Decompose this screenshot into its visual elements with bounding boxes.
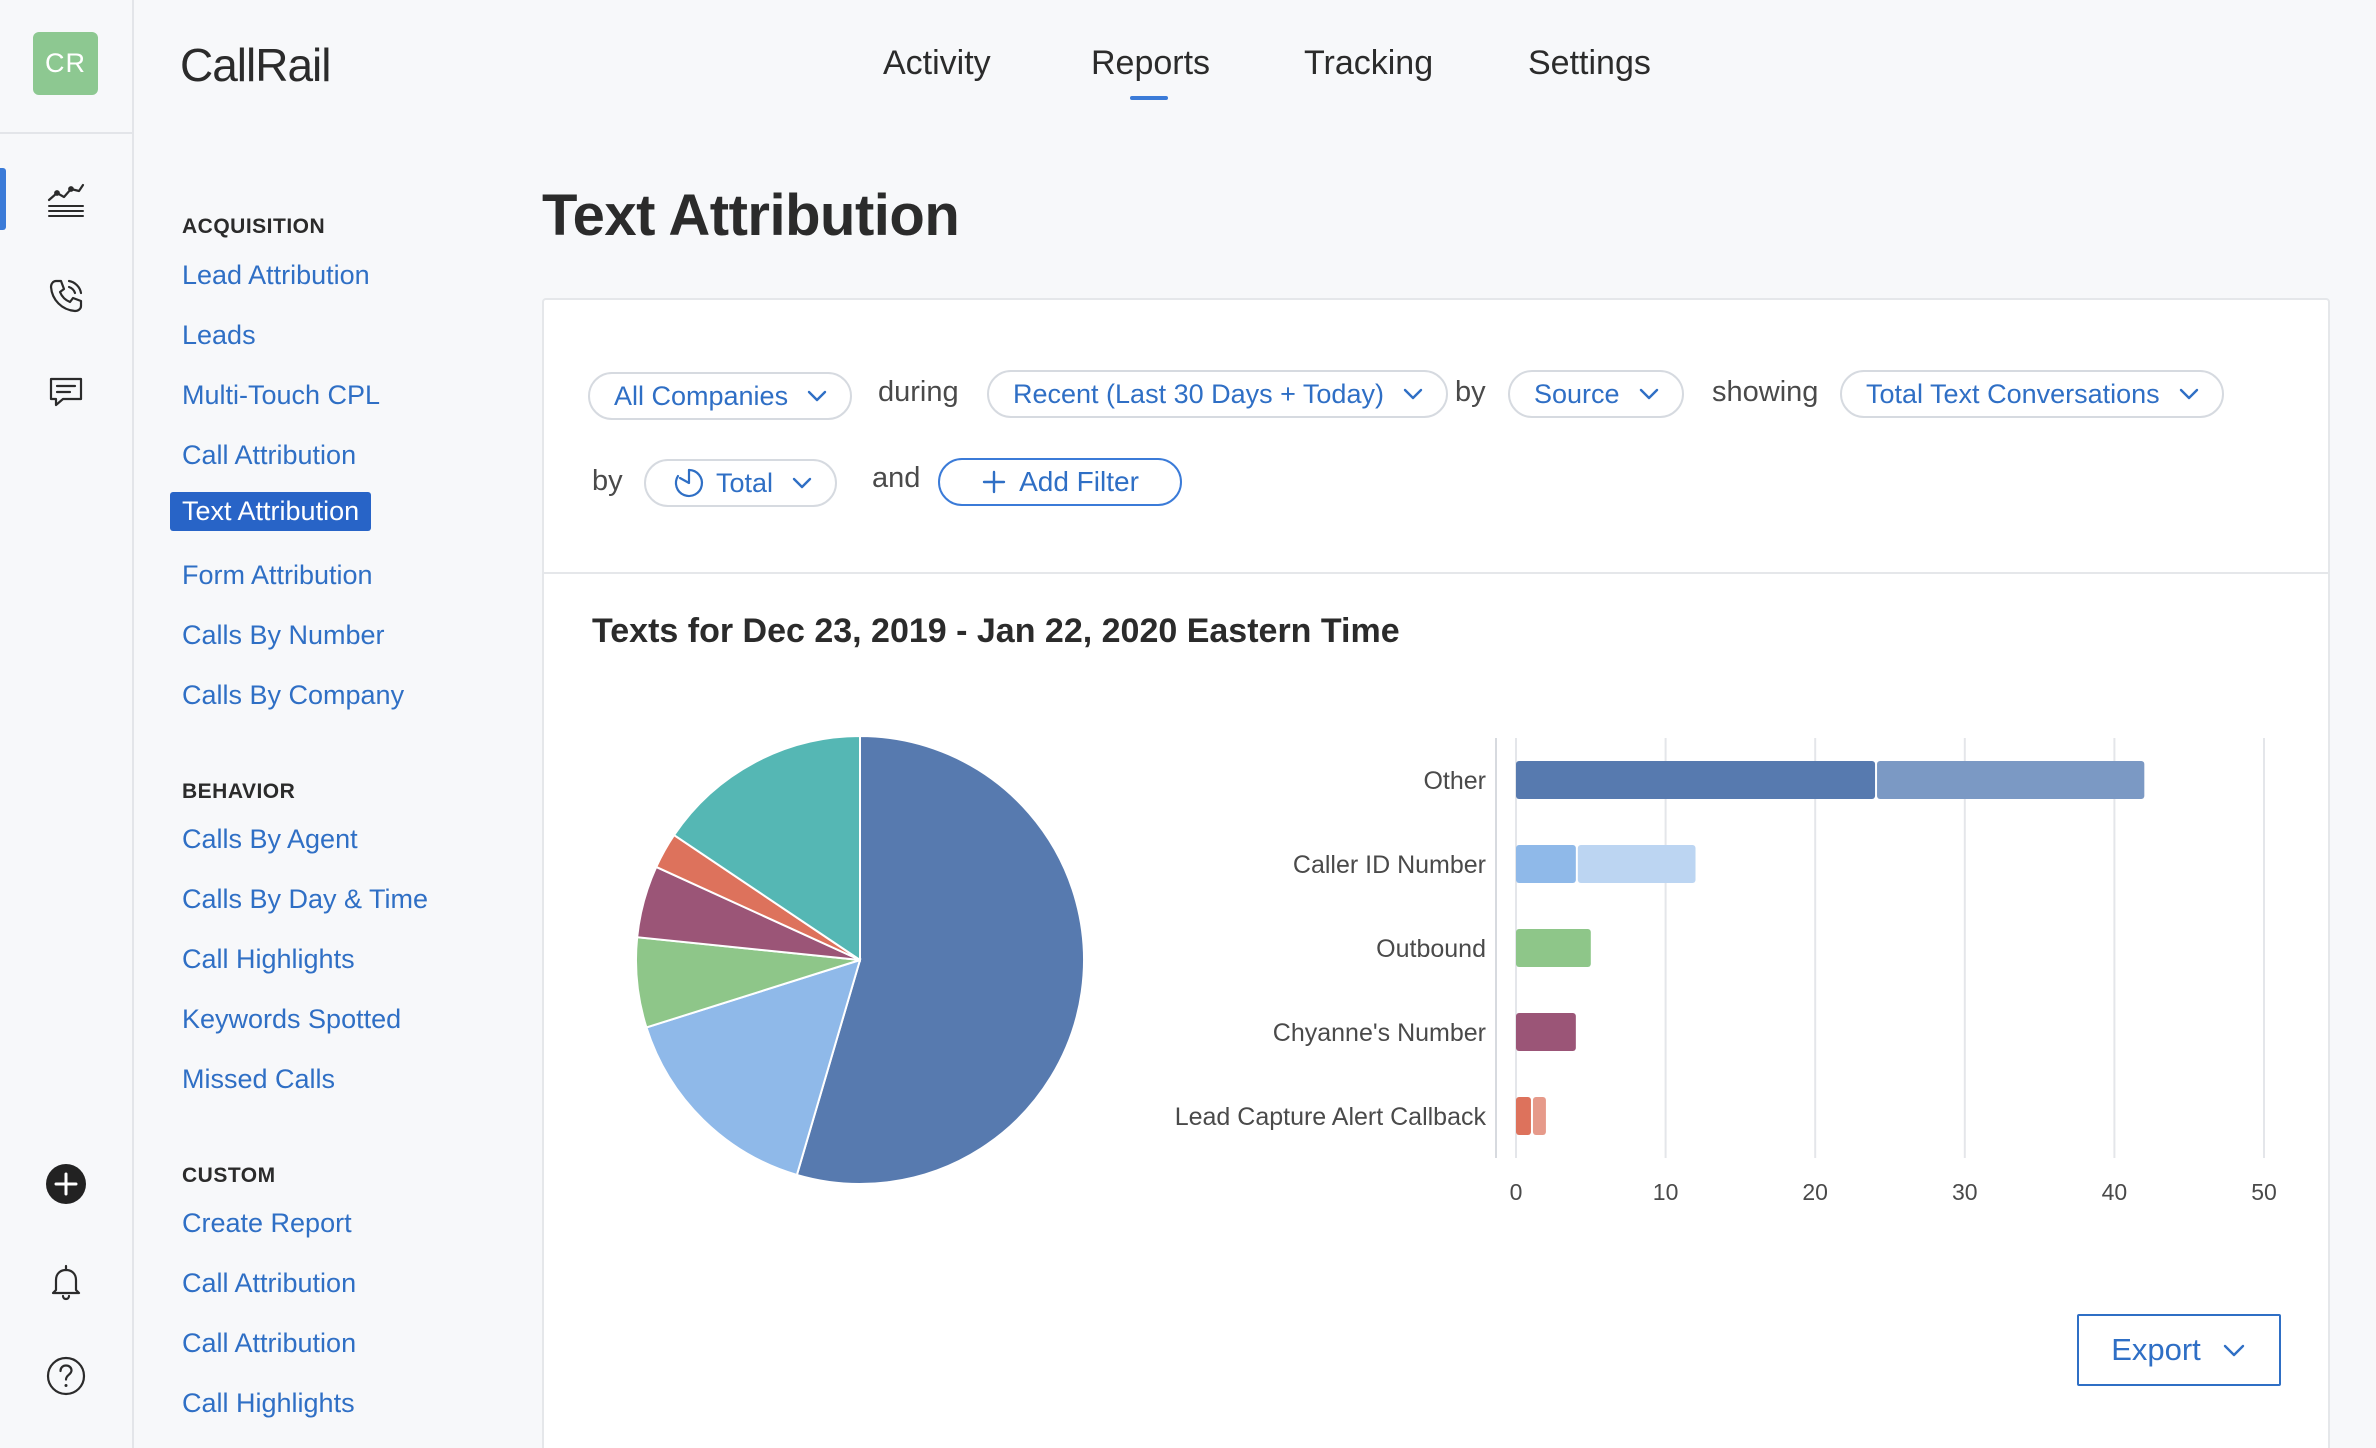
chart-title: Texts for Dec 23, 2019 - Jan 22, 2020 Ea…: [592, 612, 1400, 650]
sidebar-item-create-report[interactable]: Create Report: [182, 1208, 352, 1238]
rail-divider: [0, 132, 134, 134]
sidebar-item-lead-attribution[interactable]: Lead Attribution: [182, 260, 370, 290]
page-title: Text Attribution: [542, 183, 960, 248]
brand-light: Call: [180, 39, 256, 91]
brand-logo[interactable]: CallCallRail: [180, 38, 332, 92]
x-tick-label: 20: [1802, 1179, 1828, 1205]
by-label: by: [1455, 376, 1486, 408]
section-title-custom: CUSTOM: [182, 1164, 276, 1187]
icon-rail: CR: [0, 0, 134, 1448]
x-tick-label: 0: [1510, 1179, 1523, 1205]
nav-tracking[interactable]: Tracking: [1304, 44, 1434, 82]
top-nav: Activity Reports Tracking Settings: [0, 44, 2376, 104]
pie-slice-other-5[interactable]: [672, 734, 861, 962]
sidebar-item-missed-calls[interactable]: Missed Calls: [182, 1064, 336, 1094]
breakdown-select[interactable]: Total: [644, 459, 838, 507]
chevron-down-icon: [2179, 388, 2198, 400]
y-category-label: Caller ID Number: [1293, 851, 1486, 879]
export-button[interactable]: Export: [2077, 1314, 2281, 1386]
sidebar-item-call-highlights[interactable]: Call Highlights: [182, 944, 355, 974]
add-filter-label: Add Filter: [1019, 466, 1139, 497]
chevron-down-icon: [807, 390, 827, 402]
company-select[interactable]: All Companies: [588, 372, 853, 420]
group-by-value: Source: [1534, 378, 1620, 409]
bar-chart: 0 10 20 30 40 50 Other Caller ID Number Outbound…: [1175, 738, 2277, 1205]
y-category-label: Chyanne's Number: [1273, 1019, 1486, 1047]
y-category-label: Lead Capture Alert Callback: [1175, 1103, 1487, 1131]
account-logo[interactable]: CR: [33, 32, 98, 95]
chevron-down-icon: [792, 477, 812, 489]
help-icon[interactable]: [44, 1354, 88, 1398]
bar-segment-lead-capture-alert-callback-0[interactable]: [1516, 1097, 1531, 1135]
reports-chart-icon[interactable]: [44, 176, 88, 220]
chevron-down-icon: [1403, 388, 1423, 400]
add-filter-button[interactable]: Add Filter: [938, 458, 1182, 506]
date-range-value: Recent (Last 30 Days + Today): [1013, 378, 1384, 409]
card-divider: [542, 572, 2330, 574]
breakdown-value: Total: [716, 467, 774, 498]
sidebar-item-custom-call-attribution-1[interactable]: Call Attribution: [182, 1268, 357, 1298]
bar-segment-other-0[interactable]: [1516, 761, 1876, 799]
bar-segment-caller-id-number-1[interactable]: [1577, 845, 1696, 883]
and-label: and: [872, 462, 921, 494]
phone-icon[interactable]: [44, 274, 88, 318]
sidebar-item-text-attribution[interactable]: Text Attribution: [170, 492, 372, 531]
message-icon[interactable]: [44, 370, 88, 414]
y-category-label: Outbound: [1376, 935, 1486, 963]
company-select-value: All Companies: [614, 380, 789, 411]
bar-segment-lead-capture-alert-callback-1[interactable]: [1532, 1097, 1546, 1135]
pie-chart: [635, 734, 1085, 1185]
sidebar-item-calls-by-day-time[interactable]: Calls By Day & Time: [182, 884, 429, 914]
date-range-select[interactable]: Recent (Last 30 Days + Today): [987, 370, 1448, 418]
sidebar-item-keywords-spotted[interactable]: Keywords Spotted: [182, 1004, 402, 1034]
sidebar-item-leads[interactable]: Leads: [182, 320, 256, 350]
sidebar-item-calls-by-company[interactable]: Calls By Company: [182, 680, 405, 710]
during-label: during: [878, 376, 959, 408]
sidebar-item-form-attribution[interactable]: Form Attribution: [182, 560, 373, 590]
sidebar-item-multi-touch-cpl[interactable]: Multi-Touch CPL: [182, 380, 381, 410]
bar-segment-caller-id-number-0[interactable]: [1516, 845, 1576, 883]
nav-active-indicator: [1130, 96, 1168, 100]
metric-value: Total Text Conversations: [1866, 378, 2160, 409]
rail-active-indicator: [0, 168, 6, 230]
nav-reports[interactable]: Reports: [1091, 44, 1211, 82]
bar-segment-outbound-0[interactable]: [1516, 929, 1591, 967]
chevron-down-icon: [1639, 388, 1658, 400]
by-label-2: by: [592, 465, 623, 497]
y-category-label: Other: [1423, 767, 1486, 795]
plus-icon: [982, 470, 1006, 494]
chevron-down-icon: [2223, 1344, 2244, 1357]
group-by-select[interactable]: Source: [1508, 370, 1684, 418]
export-label: Export: [2111, 1332, 2201, 1367]
section-title-behavior: BEHAVIOR: [182, 780, 296, 803]
pie-chart-icon: [674, 468, 704, 498]
bar-segment-other-1[interactable]: [1877, 761, 2145, 799]
pie-slice-other[interactable]: [795, 734, 1085, 1185]
sidebar-item-custom-call-attribution-2[interactable]: Call Attribution: [182, 1328, 357, 1358]
bar-segment-chyanne-s-number-0[interactable]: [1516, 1013, 1576, 1051]
nav-activity[interactable]: Activity: [883, 44, 991, 82]
nav-settings[interactable]: Settings: [1528, 44, 1651, 82]
x-tick-label: 50: [2251, 1179, 2277, 1205]
add-circle-icon[interactable]: [44, 1162, 88, 1206]
bell-icon[interactable]: [44, 1260, 88, 1304]
showing-label: showing: [1712, 376, 1819, 408]
pie-slice-caller-id-number[interactable]: [645, 958, 862, 1177]
sidebar-item-custom-call-highlights[interactable]: Call Highlights: [182, 1388, 355, 1418]
x-tick-label: 40: [2102, 1179, 2128, 1205]
x-tick-label: 30: [1952, 1179, 1978, 1205]
sidebar-item-call-attribution[interactable]: Call Attribution: [182, 440, 357, 470]
section-title-acquisition: ACQUISITION: [182, 215, 326, 238]
sidebar-item-calls-by-agent[interactable]: Calls By Agent: [182, 824, 358, 854]
metric-select[interactable]: Total Text Conversations: [1840, 370, 2224, 418]
x-tick-label: 10: [1653, 1179, 1679, 1205]
brand-bold-text: Rail: [255, 39, 331, 91]
sidebar-item-calls-by-number[interactable]: Calls By Number: [182, 620, 385, 650]
